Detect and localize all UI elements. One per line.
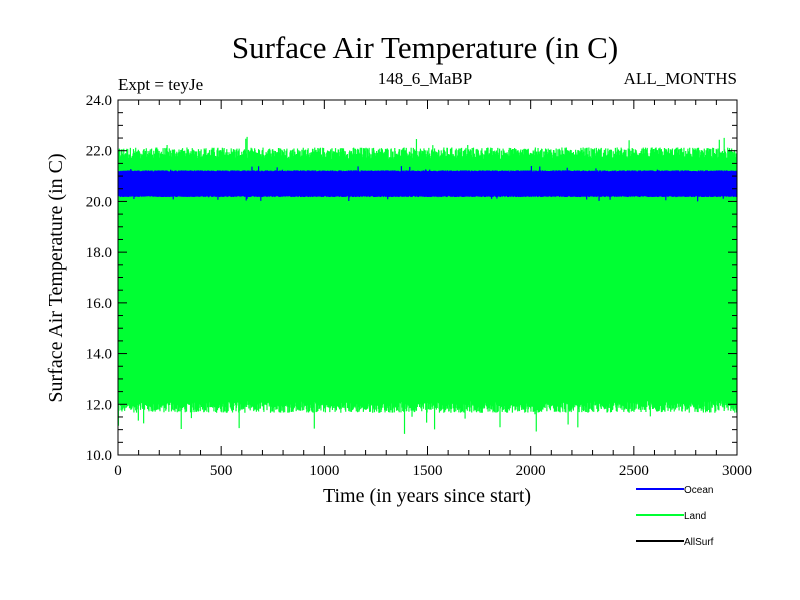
months-label: ALL_MONTHS: [624, 69, 737, 88]
x-tick-label: 1500: [413, 463, 443, 479]
legend-label-allsurf: AllSurf: [684, 537, 714, 548]
x-tick-label: 500: [210, 463, 233, 479]
y-tick-label: 10.0: [86, 448, 112, 464]
y-tick-label: 16.0: [86, 296, 112, 312]
legend: Ocean Land AllSurf: [636, 485, 714, 548]
x-tick-label: 2000: [516, 463, 546, 479]
x-tick-label: 0: [114, 463, 122, 479]
y-tick-label: 22.0: [86, 144, 112, 160]
y-tick-label: 14.0: [86, 347, 112, 363]
legend-label-land: Land: [684, 511, 706, 522]
x-axis-label: Time (in years since start): [323, 485, 531, 507]
y-tick-label: 12.0: [86, 397, 112, 413]
y-tick-label: 20.0: [86, 194, 112, 210]
period-label: 148_6_MaBP: [378, 69, 472, 88]
y-axis-label: Surface Air Temperature (in C): [45, 153, 67, 402]
series-ocean-line: [118, 165, 737, 202]
y-tick-label: 24.0: [86, 93, 112, 109]
x-tick-label: 2500: [619, 463, 649, 479]
experiment-label: Expt = teyJe: [118, 75, 203, 94]
series-land-line: [118, 136, 737, 434]
legend-label-ocean: Ocean: [684, 485, 713, 496]
chart-title: Surface Air Temperature (in C): [232, 30, 618, 65]
y-tick-label: 18.0: [86, 245, 112, 261]
x-tick-label: 1000: [309, 463, 339, 479]
x-tick-label: 3000: [722, 463, 752, 479]
